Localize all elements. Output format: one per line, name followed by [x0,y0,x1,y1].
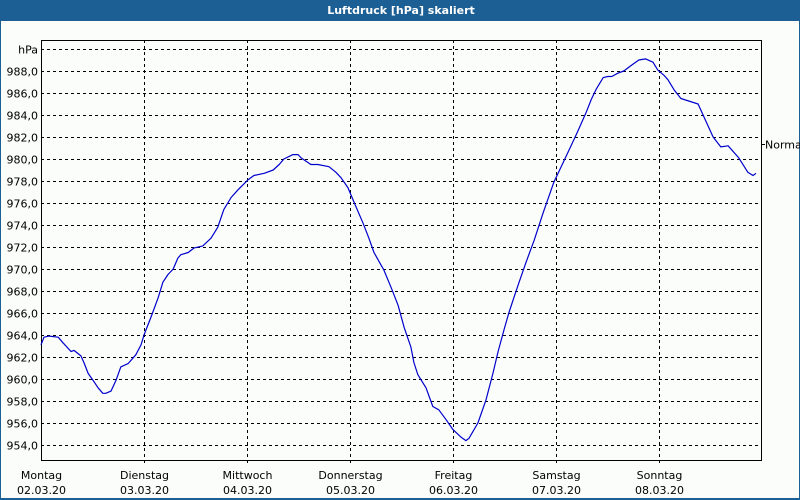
horizontal-gridlines [41,49,761,446]
y-tick-label: 956,0 [7,418,39,431]
y-tick-label: 984,0 [7,110,39,123]
x-tick-date: 08.03.20 [635,484,684,497]
x-axis-labels: Montag 02.03.20 Dienstag 03.03.20 Mittwoch 04… [17,469,684,497]
x-tick-date: 06.03.20 [429,484,478,497]
window-title: Luftdruck [hPa] skaliert [1,0,800,21]
y-tick-label: 986,0 [7,88,39,101]
y-tick-label: 988,0 [7,66,39,79]
y-tick-label: 960,0 [7,374,39,387]
y-tick-label: 966,0 [7,308,39,321]
x-tick-day: Donnerstag [318,469,382,482]
y-tick-label: 972,0 [7,242,39,255]
x-tick-date: 02.03.20 [17,484,66,497]
x-tick-day: Samstag [532,469,580,482]
x-tick-day: Freitag [435,469,473,482]
x-tick-day: Mittwoch [223,469,273,482]
y-tick-label: 968,0 [7,286,39,299]
normal-label: Normal [765,139,800,152]
x-tick-date: 07.03.20 [532,484,581,497]
x-tick-date: 05.03.20 [326,484,375,497]
y-tick-label: 964,0 [7,330,39,343]
y-tick-label: 954,0 [7,440,39,453]
y-tick-label: 980,0 [7,154,39,167]
x-tick-day: Montag [21,469,62,482]
x-tick-date: 04.03.20 [223,484,272,497]
plot-frame [41,40,762,461]
normal-reference-marker: Normal [761,139,800,152]
pressure-series-line [40,58,757,442]
y-tick-label: 962,0 [7,352,39,365]
y-tick-label: 978,0 [7,176,39,189]
y-tick-label: 982,0 [7,132,39,145]
x-tick-day: Sonntag [637,469,683,482]
x-tick-date: 03.03.20 [120,484,169,497]
vertical-gridlines [144,40,660,464]
y-tick-label: 958,0 [7,396,39,409]
y-tick-label: hPa [18,44,38,57]
y-tick-label: 974,0 [7,220,39,233]
x-tick-day: Dienstag [120,469,169,482]
y-tick-label: 976,0 [7,198,39,211]
y-axis-labels: 954,0 956,0 958,0 960,0 962,0 964,0 966,0 968,0… [7,44,39,453]
y-tick-label: 970,0 [7,264,39,277]
